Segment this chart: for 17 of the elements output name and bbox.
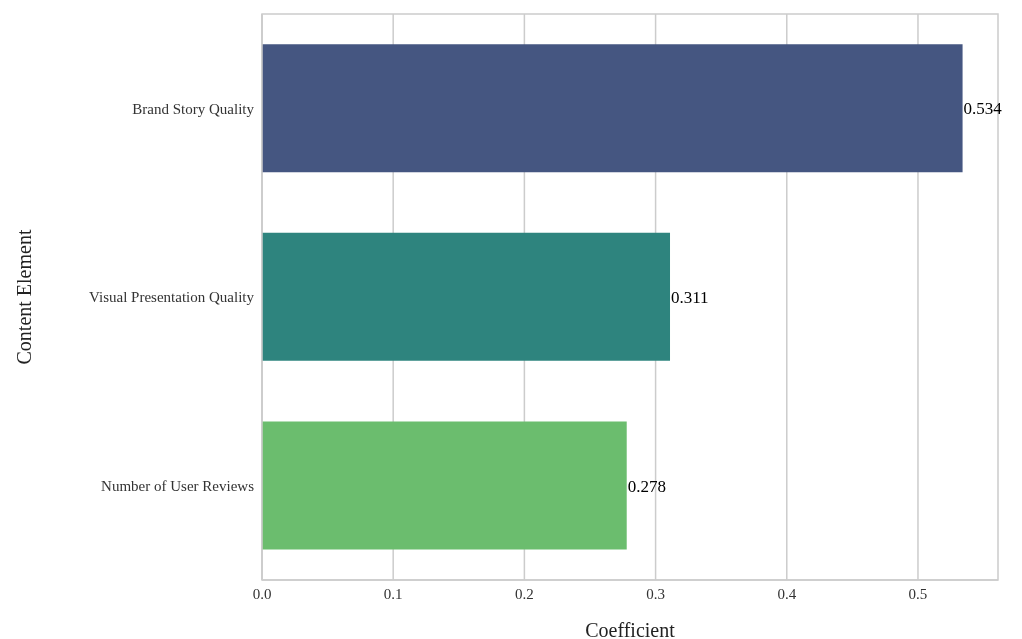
y-tick-label: Visual Presentation Quality: [89, 289, 255, 306]
x-axis-title: Coefficient: [585, 619, 676, 639]
data-label: 0.534: [963, 99, 1003, 119]
x-tick-label: 0.3: [646, 585, 665, 602]
data-label: 0.278: [627, 476, 666, 496]
x-tick-label: 0.5: [908, 585, 928, 602]
y-tick-label: Number of User Reviews: [101, 477, 255, 494]
x-tick-label: 0.2: [515, 585, 534, 602]
x-tick-label: 0.0: [252, 585, 272, 602]
y-tick-label: Brand Story Quality: [132, 100, 255, 117]
bar: [262, 421, 627, 550]
x-tick-label: 0.4: [777, 585, 797, 602]
x-tick-label: 0.1: [383, 585, 403, 602]
y-axis-title: Content Element: [13, 229, 36, 365]
data-label: 0.311: [671, 287, 709, 307]
bar: [262, 44, 963, 173]
bar: [262, 232, 671, 361]
